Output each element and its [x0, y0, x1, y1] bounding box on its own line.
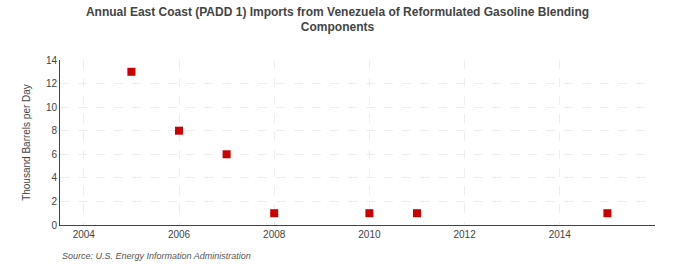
svg-text:Annual East Coast (PADD 1) Imp: Annual East Coast (PADD 1) Imports from … [86, 5, 589, 35]
svg-text:2: 2 [51, 196, 57, 207]
svg-text:6: 6 [51, 149, 57, 160]
svg-text:12: 12 [46, 78, 58, 89]
svg-text:2014: 2014 [549, 229, 572, 240]
svg-text:2006: 2006 [168, 229, 191, 240]
svg-text:4: 4 [51, 172, 57, 183]
svg-text:10: 10 [46, 102, 58, 113]
svg-text:0: 0 [51, 220, 57, 231]
svg-text:Source: U.S. Energy Informatio: Source: U.S. Energy Information Administ… [62, 251, 251, 261]
svg-text:2012: 2012 [453, 229, 476, 240]
svg-text:8: 8 [51, 125, 57, 136]
svg-text:2010: 2010 [358, 229, 381, 240]
svg-text:Thousand Barrels per Day: Thousand Barrels per Day [21, 84, 32, 201]
svg-text:2008: 2008 [263, 229, 286, 240]
svg-text:2004: 2004 [73, 229, 96, 240]
svg-text:14: 14 [46, 55, 58, 66]
